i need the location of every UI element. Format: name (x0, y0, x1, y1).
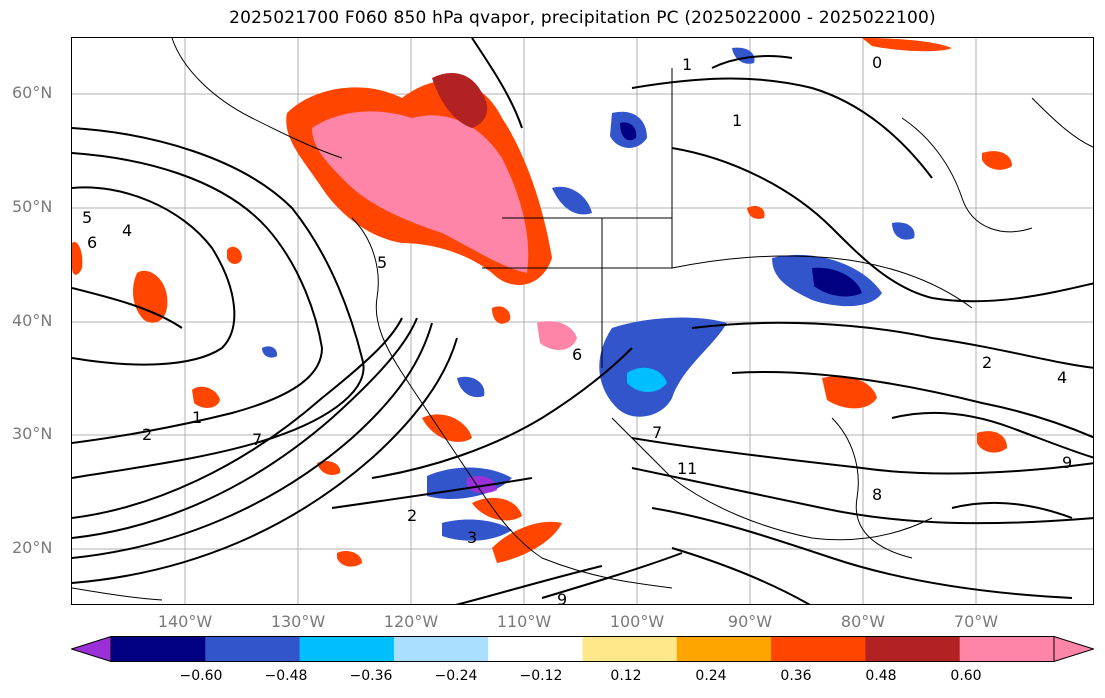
colorbar-segment (111, 636, 206, 662)
precip-positive-areas (72, 38, 1012, 567)
graticule (72, 38, 1093, 604)
colorbar-tick-label: 0.48 (865, 668, 897, 684)
contour-label: 9 (1062, 453, 1072, 472)
contour-lines (72, 38, 1093, 604)
colorbar-segment (676, 636, 772, 662)
colorbar-segments (71, 636, 1094, 662)
contour-label: 7 (652, 423, 662, 442)
colorbar-tick-label: −0.48 (264, 668, 308, 684)
contour-label: 2 (142, 425, 152, 444)
lon-label: 70°W (953, 612, 999, 631)
contour-label: 7 (252, 430, 262, 449)
colorbar-tick-label: 0.36 (780, 668, 812, 684)
colorbar-extend-low (71, 636, 111, 662)
contour-label: 6 (572, 345, 582, 364)
lat-label: 20°N (12, 538, 53, 557)
colorbar-segment (299, 636, 395, 662)
contour-label: 0 (872, 53, 882, 72)
colorbar-tick-label: −0.60 (179, 668, 223, 684)
contour-label: 1 (682, 55, 692, 74)
contour-label: 11 (677, 459, 697, 478)
contour-label: 8 (872, 485, 882, 504)
colorbar-tick-label: −0.36 (349, 668, 393, 684)
lon-label: 110°W (496, 612, 552, 631)
contour-label: 1 (192, 408, 202, 427)
map-title: 2025021700 F060 850 hPa qvapor, precipit… (229, 8, 936, 28)
contour-label: 6 (87, 233, 97, 252)
precip-negative-areas (262, 47, 915, 541)
colorbar (71, 636, 1094, 662)
lon-label: 120°W (383, 612, 439, 631)
lat-label: 40°N (12, 311, 53, 330)
contour-label: 5 (377, 253, 387, 272)
coastlines-borders (72, 38, 1093, 601)
map-plot-area[interactable]: 1 1 2 2 2 3 4 4 5 5 6 6 7 7 8 9 9 11 1 0 (71, 37, 1094, 605)
contour-label: 1 (732, 111, 742, 130)
lat-label: 30°N (12, 424, 53, 443)
lon-label: 140°W (157, 612, 213, 631)
lat-label: 60°N (12, 83, 53, 102)
colorbar-segment (488, 636, 583, 662)
colorbar-segment (393, 636, 489, 662)
colorbar-tick-label: 0.24 (695, 668, 727, 684)
colorbar-segment (865, 636, 961, 662)
lon-label: 100°W (609, 612, 665, 631)
contour-label: 4 (122, 221, 132, 240)
lon-label: 130°W (270, 612, 326, 631)
colorbar-segment (582, 636, 678, 662)
lat-label: 50°N (12, 197, 53, 216)
contour-label: 5 (82, 208, 92, 227)
contour-label: 2 (407, 506, 417, 525)
colorbar-extend-high (1054, 636, 1094, 662)
contour-label: 9 (557, 590, 567, 605)
colorbar-segment (959, 636, 1055, 662)
contour-label-group: 1 1 2 2 2 3 4 4 5 5 6 6 7 7 8 9 9 11 1 0 (82, 53, 1072, 605)
colorbar-segment (771, 636, 866, 662)
lon-label: 90°W (727, 612, 773, 631)
colorbar-tick-label: −0.24 (434, 668, 478, 684)
contour-label: 4 (1057, 368, 1067, 387)
lon-label: 80°W (840, 612, 886, 631)
colorbar-tick-label: −0.12 (519, 668, 563, 684)
colorbar-tick-label: 0.12 (610, 668, 642, 684)
colorbar-segment (205, 636, 301, 662)
colorbar-tick-label: 0.60 (950, 668, 982, 684)
contour-label: 2 (982, 353, 992, 372)
map-svg: 1 1 2 2 2 3 4 4 5 5 6 6 7 7 8 9 9 11 1 0 (72, 38, 1093, 605)
contour-label: 3 (467, 528, 477, 547)
